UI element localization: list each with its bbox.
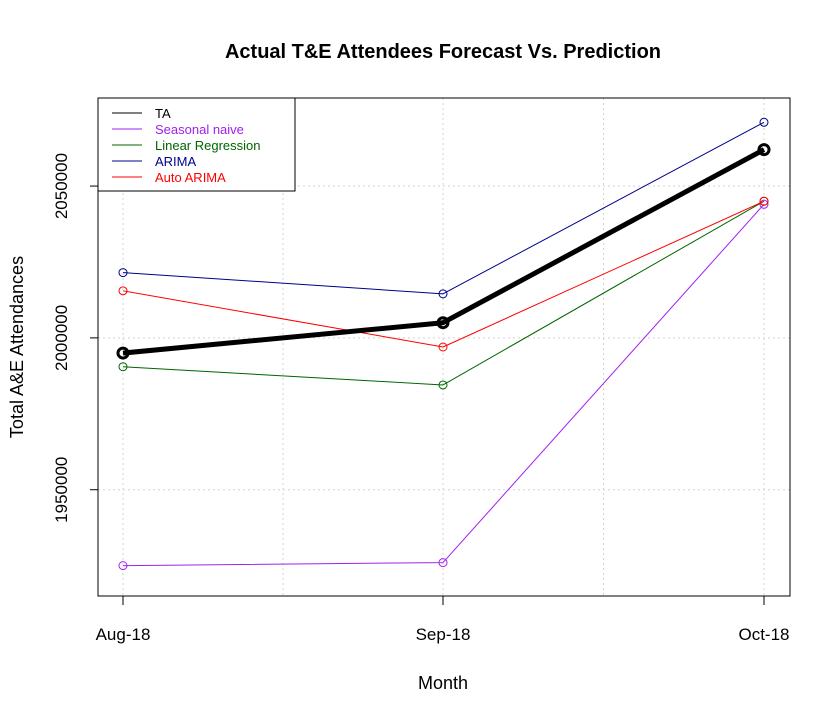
legend-label: TA xyxy=(155,106,171,121)
data-point-auto-arima xyxy=(118,286,128,296)
series-ta xyxy=(116,143,771,360)
legend-label: Auto ARIMA xyxy=(155,170,226,185)
y-axis: 1950000 2000000 2050000 xyxy=(52,153,98,523)
plot-frame xyxy=(97,97,791,597)
y-tick-label: 2000000 xyxy=(52,305,71,371)
data-point-ta xyxy=(116,346,130,360)
legend-label: ARIMA xyxy=(155,154,197,169)
data-point-arima xyxy=(759,117,769,127)
series-layer xyxy=(116,117,771,571)
data-point-seasonal-naive xyxy=(118,561,128,571)
x-tick-label: Oct-18 xyxy=(738,625,789,644)
series-line-auto-arima xyxy=(122,200,765,348)
y-axis-title: Total A&E Attendances xyxy=(7,256,27,438)
series-line-ta xyxy=(122,147,766,356)
data-point-auto-arima xyxy=(438,342,448,352)
data-point-auto-arima xyxy=(759,196,769,206)
grid xyxy=(98,98,790,596)
series-line-arima xyxy=(122,121,765,295)
x-axis: Aug-18 Sep-18 Oct-18 xyxy=(96,596,790,644)
data-point-seasonal-naive xyxy=(438,558,448,568)
chart-title: Actual T&E Attendees Forecast Vs. Predic… xyxy=(225,41,661,63)
data-point-ta xyxy=(436,316,450,330)
data-point-arima xyxy=(118,268,128,278)
data-point-linear-regression xyxy=(438,380,448,390)
x-tick-label: Sep-18 xyxy=(416,625,471,644)
y-tick-label: 1950000 xyxy=(52,457,71,523)
legend-label: Seasonal naive xyxy=(155,122,244,137)
series-line-seasonal-naive xyxy=(122,203,765,567)
data-point-seasonal-naive xyxy=(759,199,769,209)
data-point-arima xyxy=(438,289,448,299)
x-axis-title: Month xyxy=(418,673,468,693)
y-tick-label: 2050000 xyxy=(52,153,71,219)
data-point-ta xyxy=(757,143,771,157)
series-line-linear-regression xyxy=(122,200,765,386)
series-arima xyxy=(118,117,769,299)
legend-label: Linear Regression xyxy=(155,138,261,153)
series-auto-arima xyxy=(118,196,769,352)
series-seasonal-naive xyxy=(118,199,769,571)
data-point-linear-regression xyxy=(118,362,128,372)
x-tick-label: Aug-18 xyxy=(96,625,151,644)
